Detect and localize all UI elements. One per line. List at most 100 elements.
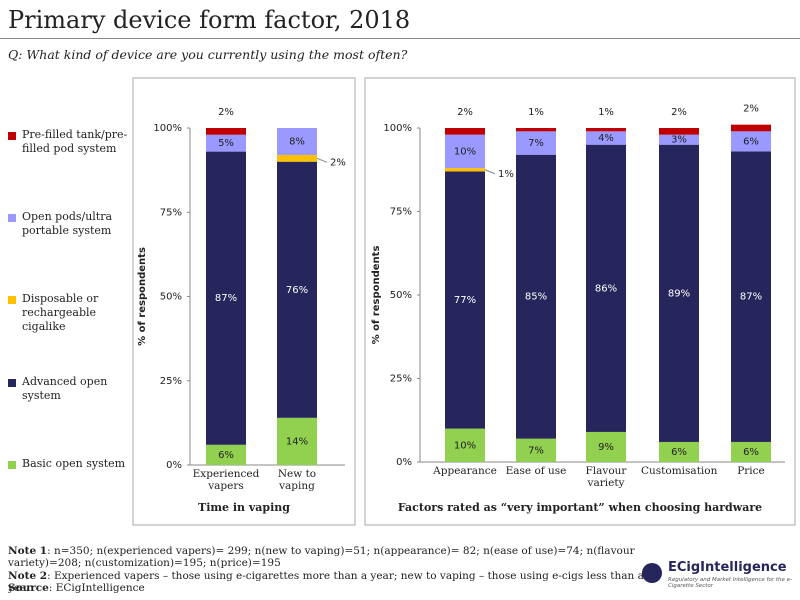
value-label: 86%	[595, 283, 617, 294]
note-text: : Experienced vapers – those using e-cig…	[8, 570, 644, 594]
y-tick-label: 25%	[390, 374, 412, 385]
value-label: 3%	[671, 135, 687, 146]
value-label: 8%	[289, 136, 305, 147]
value-label: 4%	[598, 133, 614, 144]
title-rule	[0, 38, 800, 39]
value-label: 14%	[286, 436, 308, 447]
bar-segment	[659, 144, 699, 442]
x-axis-label: Time in vaping	[198, 501, 290, 514]
value-label: 85%	[525, 292, 547, 303]
legend-swatch	[8, 461, 16, 469]
note: Note 1: n=350; n(experienced vapers)= 29…	[8, 545, 648, 569]
value-label: 2%	[330, 157, 346, 168]
bar-segment	[659, 134, 699, 145]
bar-segment	[586, 144, 626, 432]
note-text: : ECigIntelligence	[48, 582, 145, 594]
y-tick-label: 50%	[160, 292, 182, 303]
bar-segment	[731, 124, 771, 132]
x-axis-label: Factors rated as “very important” when c…	[398, 501, 762, 514]
value-label: 2%	[457, 107, 473, 118]
bar-segment	[516, 438, 556, 462]
leader-line	[484, 169, 496, 175]
bar-segment	[277, 154, 317, 162]
x-tick-label: Experienced vapers	[192, 468, 260, 492]
value-label: 1%	[528, 107, 544, 118]
legend-swatch	[8, 214, 16, 222]
value-label: 89%	[668, 288, 690, 299]
x-tick-label: Ease of use	[505, 465, 567, 477]
value-label: 76%	[286, 285, 308, 296]
note-label: Note 2	[8, 570, 48, 582]
legend-swatch	[8, 379, 16, 387]
value-label: 77%	[454, 295, 476, 306]
bar-segment	[206, 444, 246, 465]
panel-frame	[364, 77, 796, 526]
note-label: Note 1	[8, 545, 48, 557]
value-label: 10%	[454, 146, 476, 157]
x-tick-label: Price	[737, 465, 765, 477]
bar-segment	[731, 151, 771, 442]
y-tick-label: 100%	[153, 123, 182, 134]
y-tick-label: 0%	[396, 457, 412, 468]
bar-segment	[445, 128, 485, 135]
x-tick-label: Customisation	[641, 465, 718, 477]
y-tick-label: 100%	[383, 123, 412, 134]
legend-swatch	[8, 296, 16, 304]
legend-label: Pre-filled tank/pre-filled pod system	[22, 128, 128, 155]
logo-name: ECigIntelligence	[668, 560, 787, 575]
y-tick-label: 25%	[160, 376, 182, 387]
y-tick-label: 75%	[390, 207, 412, 218]
value-label: 10%	[454, 440, 476, 451]
value-label: 87%	[215, 293, 237, 304]
y-tick-label: 0%	[166, 460, 182, 471]
subtitle: Q: What kind of device are you currently…	[8, 47, 408, 62]
note-label: Source	[8, 582, 49, 594]
bar-segment	[731, 441, 771, 462]
value-label: 2%	[743, 104, 759, 115]
bar-segment	[206, 134, 246, 152]
legend-label: Open pods/ultra portable system	[22, 210, 113, 237]
bar-segment	[445, 134, 485, 169]
value-label: 6%	[218, 450, 234, 461]
bar-segment	[659, 128, 699, 135]
bar-segment	[206, 151, 246, 445]
value-label: 87%	[740, 292, 762, 303]
x-tick-label: Appearance	[433, 465, 497, 477]
bar-segment	[586, 128, 626, 132]
note-text: : n=350; n(experienced vapers)= 299; n(n…	[8, 545, 635, 569]
value-label: 7%	[528, 445, 544, 456]
legend-label: Basic open system	[22, 457, 126, 470]
y-tick-label: 75%	[160, 207, 182, 218]
bar-segment	[277, 417, 317, 465]
value-label: 1%	[498, 169, 514, 180]
bar-segment	[516, 131, 556, 155]
bar-segment	[445, 168, 485, 172]
logo-mark	[642, 563, 662, 583]
value-label: 2%	[218, 107, 234, 118]
value-label: 7%	[528, 138, 544, 149]
note: Note 2: Experienced vapers – those using…	[8, 570, 648, 594]
value-label: 6%	[743, 447, 759, 458]
x-tick-label: New to vaping	[277, 468, 317, 492]
bar-segment	[277, 161, 317, 418]
title: Primary device form factor, 2018	[8, 6, 411, 34]
value-label: 2%	[671, 107, 687, 118]
y-axis-label: % of respondents	[371, 246, 382, 345]
value-label: 5%	[218, 138, 234, 149]
value-label: 1%	[598, 107, 614, 118]
bar-segment	[445, 428, 485, 462]
panel-frame	[132, 77, 356, 526]
legend-label: Disposable or rechargeable cigalike	[22, 292, 99, 333]
legend-label: Advanced open system	[22, 375, 108, 402]
bar-segment	[586, 431, 626, 462]
y-axis-label: % of respondents	[137, 247, 148, 346]
bar-segment	[516, 128, 556, 132]
x-tick-label: Flavour variety	[585, 465, 627, 489]
bar-segment	[445, 171, 485, 429]
bar-segment	[586, 131, 626, 145]
bar-segment	[206, 128, 246, 135]
bar-segment	[731, 131, 771, 152]
bar-segment	[659, 441, 699, 462]
